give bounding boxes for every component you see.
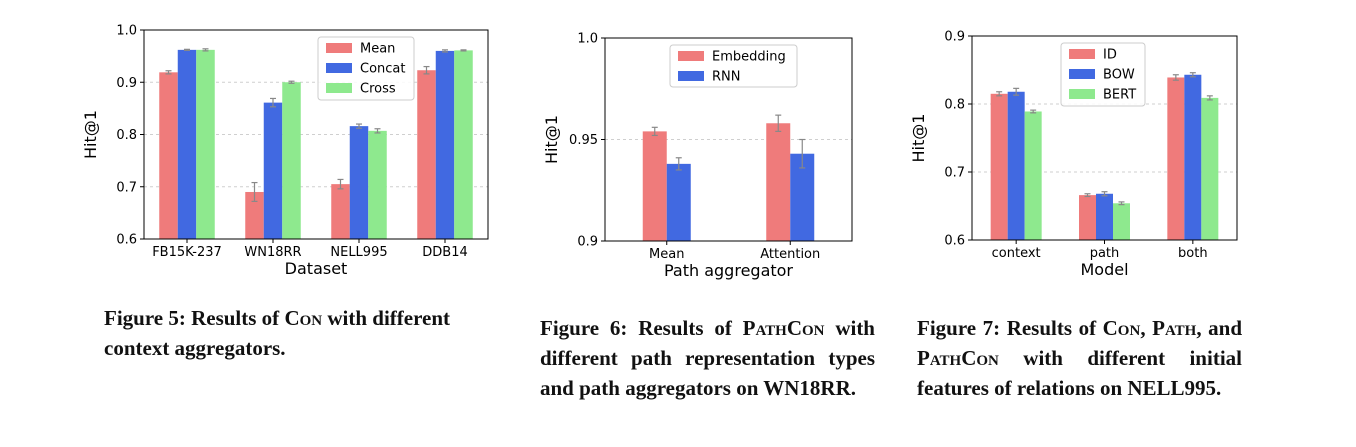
bar-rnn-mean	[666, 163, 691, 241]
y-axis-label: Hit@1	[542, 115, 561, 164]
y-tick-label: 0.8	[944, 98, 965, 113]
x-tick-label: path	[1090, 246, 1120, 261]
figure-6-caption: Figure 6: Results of PathCon with differ…	[540, 316, 875, 400]
bar-concat-wn18rr	[263, 102, 283, 239]
bar-mean-wn18rr	[245, 191, 264, 239]
bar-concat-fb15k-237	[177, 49, 197, 240]
y-axis-label: Hit@1	[909, 114, 928, 163]
x-axis-label: Model	[1080, 260, 1128, 279]
x-tick-label: both	[1178, 246, 1208, 261]
legend-label: Embedding	[712, 50, 786, 65]
legend-label: BERT	[1103, 88, 1136, 103]
plot-frame	[143, 29, 489, 240]
bar-bow-context	[1007, 91, 1025, 240]
legend-label: Concat	[360, 62, 405, 77]
legend-swatch	[326, 83, 352, 93]
y-tick-label: 0.7	[116, 180, 137, 195]
legend-swatch	[678, 51, 704, 61]
bar-mean-fb15k-237	[159, 72, 178, 239]
bar-cross-nell995	[368, 130, 387, 239]
bar-cross-ddb14	[454, 50, 473, 239]
x-tick-label: Attention	[760, 247, 820, 262]
bar-bow-both	[1184, 74, 1202, 240]
y-axis-label: Hit@1	[81, 110, 100, 159]
y-tick-label: 0.9	[577, 235, 598, 250]
legend-swatch	[326, 63, 352, 73]
y-tick-label: 0.8	[116, 128, 137, 143]
figure-7-caption: Figure 7: Results of Con, Path, and Path…	[917, 316, 1243, 400]
x-tick-label: context	[992, 246, 1041, 261]
figure-5-caption: Figure 5: Results of Con with different …	[104, 306, 451, 360]
legend-swatch	[1069, 89, 1095, 99]
legend-label: ID	[1103, 48, 1117, 63]
y-tick-label: 0.9	[944, 30, 965, 45]
bar-mean-nell995	[331, 184, 350, 239]
x-tick-label: Mean	[649, 247, 684, 262]
y-tick-label: 0.9	[116, 76, 137, 91]
bar-id-context	[990, 93, 1008, 240]
x-tick-label: WN18RR	[244, 245, 301, 260]
chart-7: 0.6 0.7 0.8 0.9 context path both Model Hit@1 ID B…	[909, 30, 1238, 279]
x-tick-label: NELL995	[330, 245, 387, 260]
plot-frame	[604, 37, 853, 242]
legend-swatch	[326, 43, 352, 53]
bar-embedding-attention	[766, 123, 791, 241]
bar-mean-ddb14	[417, 70, 436, 239]
bar-concat-ddb14	[435, 50, 455, 240]
y-tick-label: 0.6	[116, 233, 137, 248]
legend-swatch	[1069, 49, 1095, 59]
y-tick-label: 0.7	[944, 166, 965, 181]
bar-bert-both	[1201, 97, 1219, 240]
bar-cross-fb15k-237	[196, 49, 215, 240]
y-tick-label: 1.0	[116, 24, 137, 39]
x-tick-label: DDB14	[422, 245, 467, 260]
bar-bert-path	[1113, 203, 1130, 240]
legend-swatch	[678, 71, 704, 81]
legend-swatch	[1069, 69, 1095, 79]
bar-embedding-mean	[642, 131, 667, 241]
y-tick-label: 0.6	[944, 234, 965, 249]
charts-area: 0.6 0.7 0.8 0.9 1.0 FB15K-237 WN18RR NELL995 DDB…	[81, 24, 1238, 280]
bar-id-path	[1079, 195, 1096, 240]
bar-bow-path	[1096, 193, 1113, 240]
legend-label: Cross	[360, 82, 396, 97]
bar-concat-nell995	[349, 126, 369, 239]
legend-label: Mean	[360, 42, 395, 57]
x-axis-label: Path aggregator	[664, 261, 793, 280]
x-axis-label: Dataset	[285, 259, 348, 278]
legend-label: BOW	[1103, 68, 1135, 83]
x-tick-label: FB15K-237	[152, 245, 222, 260]
bar-cross-wn18rr	[282, 82, 301, 239]
y-tick-label: 1.0	[577, 32, 598, 47]
plot-frame	[971, 35, 1238, 241]
legend-label: RNN	[712, 70, 740, 85]
y-tick-label: 0.95	[569, 133, 598, 148]
bar-id-both	[1167, 77, 1185, 240]
bar-bert-context	[1024, 111, 1042, 240]
chart-5: 0.6 0.7 0.8 0.9 1.0 FB15K-237 WN18RR NELL995 DDB…	[81, 24, 489, 278]
